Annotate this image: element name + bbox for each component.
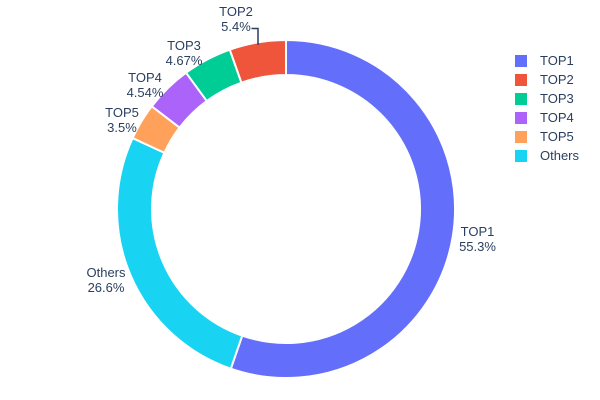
legend-swatch-top3 (515, 92, 527, 105)
legend-item-top2[interactable]: TOP2 (515, 70, 579, 89)
legend-swatch-top5 (515, 130, 527, 143)
legend-item-top4[interactable]: TOP4 (515, 108, 579, 127)
slice-label-top3: TOP3 4.67% (166, 38, 203, 68)
legend-item-top1[interactable]: TOP1 (515, 51, 579, 70)
legend-swatch-top2 (515, 73, 527, 86)
pie-slice-top1[interactable] (229, 38, 457, 379)
pie-slices (116, 38, 457, 379)
legend: TOP1 TOP2 TOP3 TOP4 TOP5 Others (515, 51, 579, 165)
legend-label: TOP2 (540, 72, 574, 87)
legend-swatch-others (515, 149, 527, 162)
legend-swatch-top1 (515, 54, 527, 67)
legend-label: Others (540, 148, 580, 163)
slice-label-others: Others 26.6% (86, 265, 126, 295)
slice-label-top1: TOP1 55.3% (459, 224, 496, 254)
legend-item-top3[interactable]: TOP3 (515, 89, 579, 108)
legend-label: TOP4 (540, 110, 574, 125)
slice-labels: TOP1 55.3% TOP2 5.4% TOP3 4.67%TOP4 4.54% TOP5 3… (86, 4, 496, 295)
pie-slice-top2[interactable] (228, 38, 287, 84)
legend-item-top5[interactable]: TOP5 (515, 127, 579, 146)
legend-label: TOP3 (540, 91, 574, 106)
legend-swatch-top4 (515, 111, 527, 124)
slice-label-top2: TOP2 5.4% (219, 4, 253, 34)
slice-label-top4: TOP4 4.54% (127, 70, 164, 100)
legend-label: TOP5 (540, 129, 574, 144)
slice-label-top5: TOP5 3.5% (105, 105, 139, 135)
top2-leader-line (251, 27, 259, 45)
pie-slice-others[interactable] (116, 136, 244, 371)
legend-item-others[interactable]: Others (515, 146, 579, 165)
legend-label: TOP1 (540, 53, 574, 68)
